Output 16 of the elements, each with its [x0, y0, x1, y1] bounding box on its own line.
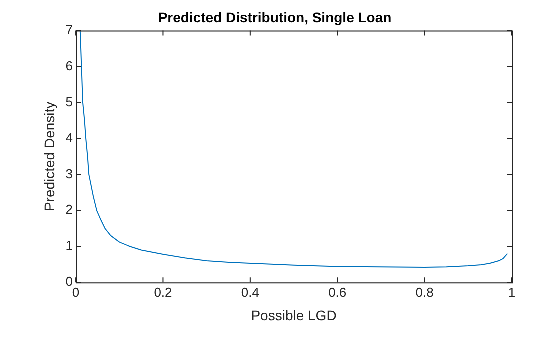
x-tick-label: 1	[508, 284, 516, 300]
y-tick-label: 1	[66, 238, 74, 254]
y-tick-label: 6	[66, 58, 74, 74]
x-tick-label: 0.6	[328, 284, 347, 300]
x-tick-label: 0.4	[241, 284, 260, 300]
y-tick-label: 4	[66, 130, 74, 146]
y-tick-label: 0	[66, 274, 74, 290]
x-tick-label: 0.2	[154, 284, 172, 300]
x-axis-title: Possible LGD	[251, 307, 337, 324]
y-tick-label: 3	[66, 166, 74, 182]
y-tick-label: 5	[66, 94, 74, 110]
y-tick-label: 7	[66, 22, 74, 38]
y-tick-label: 2	[66, 202, 74, 218]
x-tick-label: 0.8	[416, 284, 434, 300]
chart-title: Predicted Distribution, Single Loan	[158, 9, 392, 26]
y-axis-title: Predicted Density	[41, 102, 58, 212]
